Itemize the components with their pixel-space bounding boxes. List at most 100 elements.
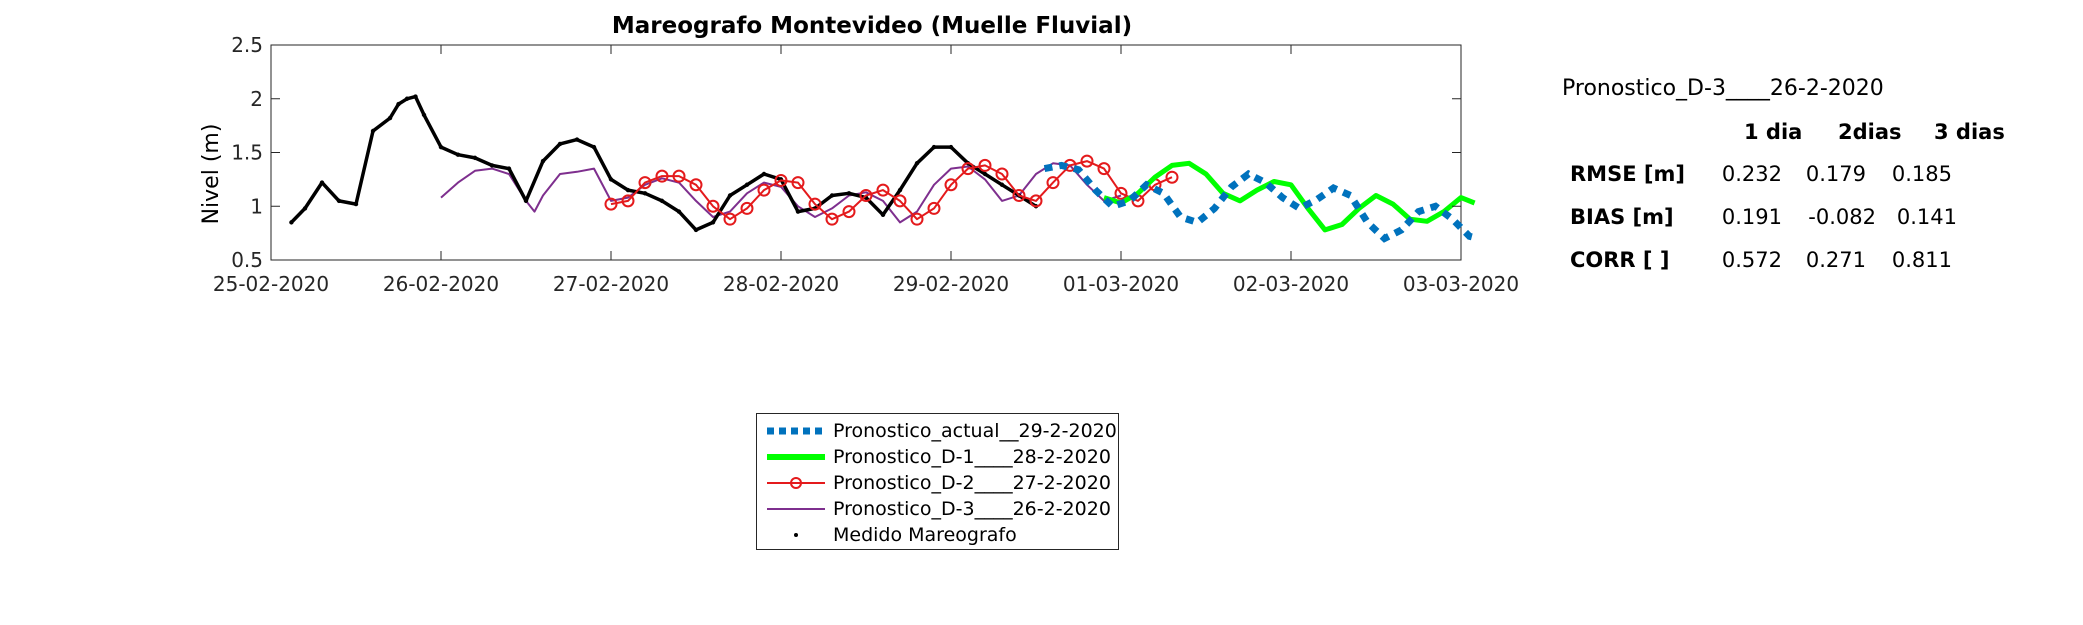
x-tick-label: 01-03-2020: [1063, 272, 1179, 296]
data-point-d2: [910, 212, 924, 226]
y-tick-label: 1: [250, 194, 263, 218]
legend-item-pronostico-actual: Pronostico_actual__29-2-2020: [757, 418, 1118, 444]
data-point-medido: [574, 137, 580, 142]
data-point-medido: [472, 155, 478, 161]
x-tick-label: 29-02-2020: [893, 272, 1009, 296]
data-point-d2: [893, 194, 907, 208]
stats-value: 0.191: [1721, 205, 1782, 229]
data-point-medido: [829, 193, 835, 198]
data-point-medido: [795, 209, 801, 214]
data-point-d2: [825, 212, 839, 226]
y-tick-label: 0.5: [231, 248, 263, 272]
data-point-d2: [1029, 194, 1043, 208]
data-point-d2: [672, 169, 686, 183]
legend-label: Medido Mareografo: [833, 524, 1017, 546]
data-point-d2: [723, 212, 737, 226]
data-point-medido: [540, 158, 546, 164]
stats-header-3dias: 3 dias: [1934, 120, 2005, 144]
legend-swatch-thin: [767, 508, 825, 510]
plot-area: [270, 44, 1462, 261]
data-point-medido: [506, 166, 512, 171]
stats-value: 0.271: [1805, 248, 1866, 272]
data-point-d2: [1165, 170, 1179, 184]
data-point-d2: [1114, 186, 1128, 200]
stats-header-2dias: 2dias: [1838, 120, 1902, 144]
data-point-d2: [978, 158, 992, 172]
data-point-d2: [757, 183, 771, 197]
data-point-d2: [842, 205, 856, 219]
data-point-medido: [591, 144, 597, 150]
x-tick-label: 27-02-2020: [553, 272, 669, 296]
data-point-medido: [336, 198, 342, 204]
data-point-medido: [880, 212, 886, 218]
data-point-d2: [859, 189, 873, 202]
data-point-medido: [659, 198, 665, 204]
y-tick-label: 2.5: [231, 33, 263, 57]
stats-value: 0.572: [1721, 248, 1782, 272]
x-tick-label: 03-03-2020: [1403, 272, 1519, 296]
data-point-d2: [655, 169, 669, 183]
data-point-medido: [727, 193, 733, 198]
stats-value: 0.141: [1896, 205, 1957, 229]
y-axis-label: Nivel (m): [199, 124, 224, 225]
legend: Pronostico_actual__29-2-2020 Pronostico_…: [756, 413, 1119, 550]
data-point-d2: [1012, 189, 1026, 202]
data-point-d2: [927, 201, 941, 215]
plot-frame: [270, 44, 1462, 261]
data-point-d2: [876, 183, 890, 197]
data-point-d2: [740, 201, 754, 215]
stats-row-label: CORR [ ]: [1570, 248, 1670, 272]
legend-swatch-dotted: [767, 427, 825, 435]
data-point-medido: [319, 180, 325, 185]
data-point-medido: [489, 163, 495, 168]
data-point-medido: [710, 220, 716, 225]
stats-row-label: BIAS [m]: [1570, 205, 1674, 229]
data-point-medido: [761, 171, 767, 177]
y-tick-label: 1.5: [231, 141, 263, 165]
legend-label: Pronostico_D-3____26-2-2020: [833, 498, 1111, 520]
data-point-d2: [774, 173, 788, 187]
legend-item-medido: Medido Mareografo: [757, 522, 1118, 548]
data-point-medido: [557, 141, 563, 147]
data-point-medido: [289, 220, 294, 225]
data-point-medido: [396, 101, 401, 107]
chart-title: Mareografo Montevideo (Muelle Fluvial): [612, 13, 1132, 39]
series-medido-mareografo: [289, 94, 1039, 233]
data-point-medido: [744, 182, 750, 187]
data-point-medido: [999, 182, 1005, 187]
x-tick-label: 25-02-2020: [213, 272, 329, 296]
data-point-medido: [455, 152, 461, 157]
data-point-d2: [791, 176, 805, 190]
data-point-medido: [438, 144, 444, 150]
legend-item-d2: Pronostico_D-2____27-2-2020: [757, 470, 1118, 496]
data-point-medido: [413, 94, 418, 99]
data-point-d2: [621, 194, 635, 208]
data-point-medido: [676, 209, 682, 214]
legend-label: Pronostico_D-1____28-2-2020: [833, 446, 1111, 468]
data-point-d2: [604, 197, 618, 211]
data-point-medido: [642, 191, 648, 196]
data-point-medido: [625, 187, 631, 193]
data-point-medido: [914, 161, 920, 166]
data-point-medido: [693, 227, 699, 233]
data-point-d2: [995, 167, 1009, 181]
stats-value: 0.185: [1891, 162, 1952, 186]
data-point-medido: [948, 144, 954, 150]
data-point-medido: [931, 144, 937, 150]
x-tick-label: 28-02-2020: [723, 272, 839, 296]
stats-value: 0.811: [1891, 248, 1952, 272]
series-pronostico-actual: [1043, 161, 1479, 243]
stats-value: 0.179: [1805, 162, 1866, 186]
stats-value: -0.082: [1808, 205, 1876, 229]
data-point-medido: [421, 112, 427, 118]
data-point-d2: [1046, 176, 1060, 190]
data-point-medido: [897, 187, 903, 193]
legend-label: Pronostico_D-2____27-2-2020: [833, 472, 1111, 494]
data-point-d2: [1080, 154, 1094, 168]
legend-item-d3: Pronostico_D-3____26-2-2020: [757, 496, 1118, 522]
data-point-medido: [608, 177, 614, 182]
data-point-d2: [689, 178, 703, 192]
data-point-medido: [523, 198, 529, 204]
legend-swatch-point: [794, 533, 798, 537]
